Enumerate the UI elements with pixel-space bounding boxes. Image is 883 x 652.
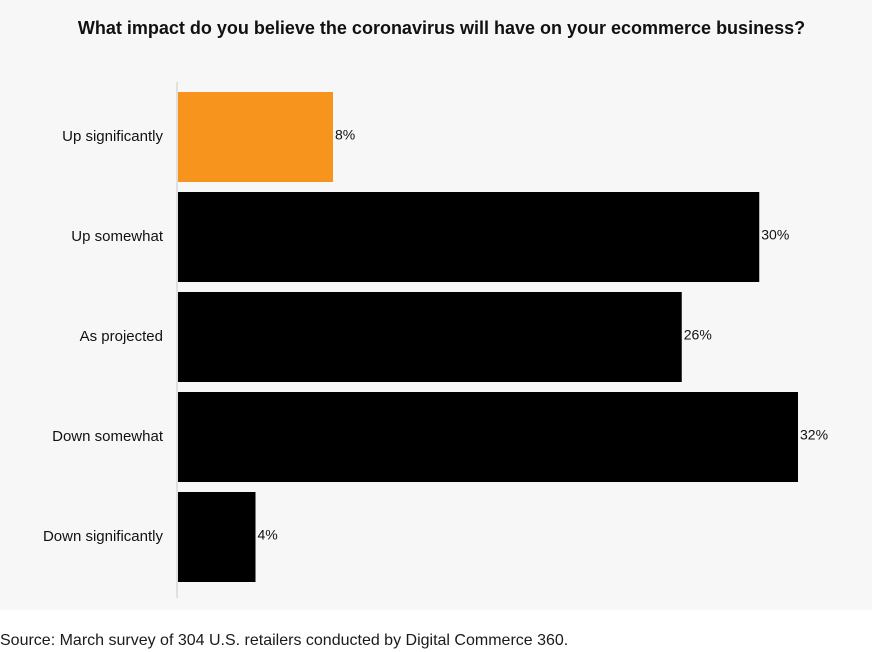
bars-group: Up significantly 8% Up somewhat 30% As proje… (43, 92, 828, 582)
bar-down-significantly (178, 492, 256, 582)
category-label: As projected (80, 328, 163, 345)
bar-up-significantly (178, 92, 333, 182)
bar-chart: Up significantly 8% Up somewhat 30% As proje… (43, 82, 828, 598)
chart-title: What impact do you believe the coronavir… (77, 18, 806, 38)
value-label: 4% (258, 527, 278, 543)
value-label: 8% (335, 127, 355, 143)
value-label: 30% (761, 227, 789, 243)
bar-as-projected (178, 292, 682, 382)
value-label: 32% (800, 427, 828, 443)
bar-up-somewhat (178, 192, 760, 282)
category-label: Down somewhat (52, 428, 164, 445)
value-label: 26% (684, 327, 712, 343)
bar-down-somewhat (178, 392, 798, 482)
source-note: Source: March survey of 304 U.S. retaile… (0, 632, 569, 649)
category-label: Up somewhat (71, 228, 164, 245)
category-label: Down significantly (43, 528, 164, 545)
category-label: Up significantly (62, 128, 163, 145)
